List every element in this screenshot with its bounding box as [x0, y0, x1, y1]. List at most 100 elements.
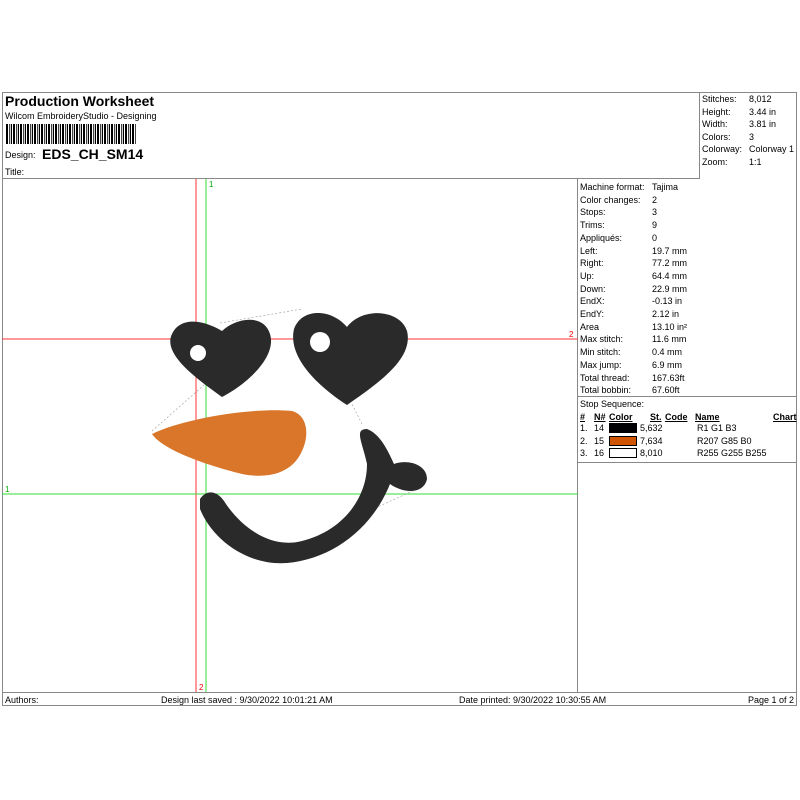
info-row: Left: 19.7 mm: [580, 245, 687, 258]
info-key: Stops:: [580, 207, 606, 218]
info-value: 67.60ft: [652, 385, 680, 396]
stat-row: Colorway: Colorway 1: [702, 143, 794, 156]
info-row: EndX: -0.13 in: [580, 295, 687, 308]
info-value: 0.4 mm: [652, 347, 683, 358]
col-chart: Chart: [773, 412, 797, 422]
worksheet-frame: [2, 92, 797, 706]
info-value: 2.12 in: [652, 309, 680, 320]
info-key: Machine format:: [580, 182, 645, 192]
info-key: Appliqués:: [580, 232, 623, 243]
title-label: Title:: [5, 167, 25, 177]
page-number: Page 1 of 2: [747, 695, 794, 705]
color-swatch: [609, 435, 637, 446]
design-name: EDS_CH_SM14: [42, 146, 144, 162]
info-value: 64.4 mm: [652, 270, 688, 281]
info-value: 11.6 mm: [652, 334, 687, 345]
info-key: Color changes:: [580, 194, 641, 205]
info-row: Trims: 9: [580, 219, 687, 232]
stat-row: Zoom: 1:1: [702, 156, 794, 169]
info-value: 9: [652, 220, 658, 231]
info-row: Machine format: Tajima: [580, 181, 687, 194]
stop-num: 1.: [580, 423, 588, 434]
info-value: Tajima: [652, 182, 679, 192]
col-name: Name: [695, 412, 720, 422]
stat-key: Height:: [702, 106, 731, 117]
color-swatch: [609, 448, 637, 459]
info-value: -0.13 in: [652, 296, 683, 307]
info-value: 3: [652, 207, 658, 218]
date-printed: Date printed: 9/30/2022 10:30:55 AM: [459, 695, 607, 705]
stitch-count: 5,632: [640, 423, 663, 434]
info-value: 22.9 mm: [652, 283, 688, 294]
stats-panel: Stitches: 8,012 Height: 3.44 in Width: 3.81…: [702, 93, 794, 168]
info-row: Up: 64.4 mm: [580, 270, 687, 283]
carrot-nose: [152, 410, 307, 476]
info-row: Color changes: 2: [580, 194, 687, 207]
info-row: EndY: 2.12 in: [580, 308, 687, 321]
info-key: Area: [580, 321, 600, 332]
header-box: [2, 92, 700, 179]
needle-num: 16: [594, 448, 605, 459]
needle-num: 15: [594, 435, 605, 446]
info-row: Max stitch: 11.6 mm: [580, 333, 687, 346]
color-name: R1 G1 B3: [697, 423, 737, 434]
stat-value: 8,012: [749, 94, 772, 104]
info-row: Appliqués: 0: [580, 232, 687, 245]
right-eye-highlight: [310, 332, 330, 352]
info-row: Stops: 3: [580, 206, 687, 219]
info-key: Left:: [580, 245, 598, 256]
stat-value: 3.81 in: [749, 119, 777, 129]
stat-key: Colors:: [702, 131, 731, 142]
info-row: Max jump: 6.9 mm: [580, 359, 687, 372]
info-key: EndX:: [580, 296, 605, 307]
info-row: Total bobbin: 67.60ft: [580, 384, 687, 397]
marker-bottom: 2: [199, 683, 204, 692]
smile-mouth: [200, 429, 427, 564]
stat-value: 3: [749, 131, 755, 142]
stat-key: Width:: [702, 119, 728, 129]
info-row: Min stitch: 0.4 mm: [580, 346, 687, 359]
last-saved: Design last saved : 9/30/2022 10:01:21 A…: [161, 695, 333, 705]
info-key: Total thread:: [580, 372, 630, 383]
info-value: 6.9 mm: [652, 359, 683, 370]
marker-right: 2: [569, 330, 574, 339]
stop-row: 1. 14 5,632 R1 G1 B3: [580, 422, 797, 435]
design-canvas: 1 2 1 2: [2, 179, 578, 692]
info-row: Area 13.10 in²: [580, 321, 687, 334]
color-name: R207 G85 B0: [697, 435, 752, 446]
machine-info-panel: Machine format: Tajima Color changes: 2 St…: [580, 181, 687, 397]
page-title: Production Worksheet: [5, 93, 155, 109]
info-key: Down:: [580, 283, 606, 294]
marker-left: 1: [5, 485, 10, 494]
info-key: Total bobbin:: [580, 385, 632, 396]
right-heart-eye: [293, 313, 408, 405]
stat-key: Zoom:: [702, 156, 728, 167]
stat-key: Stitches:: [702, 94, 737, 104]
info-row: Right: 77.2 mm: [580, 257, 687, 270]
left-eye-highlight: [190, 345, 206, 361]
col-needle: N#: [594, 412, 606, 422]
stop-num: 2.: [580, 435, 588, 446]
design-label: Design:: [5, 150, 36, 160]
color-swatch: [609, 423, 637, 434]
stat-row: Width: 3.81 in: [702, 118, 794, 131]
stitch-count: 7,634: [640, 435, 663, 446]
info-key: EndY:: [580, 309, 605, 320]
info-key: Right:: [580, 258, 604, 269]
stop-row: 2. 15 7,634 R207 G85 B0: [580, 435, 797, 448]
stat-row: Height: 3.44 in: [702, 106, 794, 119]
stat-key: Colorway:: [702, 144, 743, 154]
stop-sequence: Stop Sequence: # N# Color St. Code Name …: [578, 396, 797, 460]
stop-num: 3.: [580, 448, 588, 459]
info-row: Down: 22.9 mm: [580, 283, 687, 296]
stop-sequence-title: Stop Sequence:: [578, 396, 797, 409]
info-key: Min stitch:: [580, 347, 621, 358]
info-key: Max jump:: [580, 359, 622, 370]
stat-row: Colors: 3: [702, 131, 794, 144]
info-key: Trims:: [580, 220, 605, 231]
info-value: 0: [652, 232, 658, 243]
stat-row: Stitches: 8,012: [702, 93, 794, 106]
marker-top: 1: [209, 180, 214, 189]
col-code: Code: [665, 412, 688, 422]
info-value: 2: [652, 194, 658, 205]
